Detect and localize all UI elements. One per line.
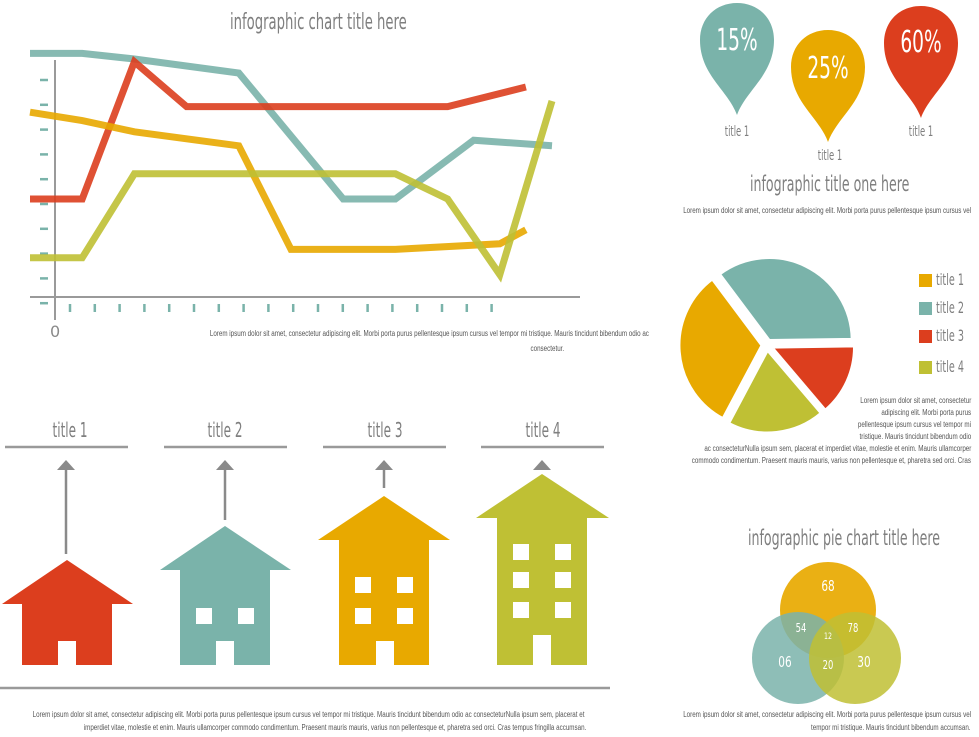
line-chart-caption-1: Lorem ipsum dolor sit amet, consectetur … — [209, 329, 649, 338]
house-title-2: title 2 — [207, 418, 243, 442]
venn-right-value: 30 — [857, 654, 870, 671]
pie-slice-1 — [677, 276, 764, 421]
pin-1-label: title 1 — [725, 123, 749, 140]
venn-diagram: 68 06 30 54 78 20 12 — [752, 562, 901, 704]
pin-3-value: 60% — [900, 24, 941, 59]
y-axis-ticks — [40, 78, 48, 305]
venn-center-value: 12 — [824, 631, 832, 641]
legend-swatch-2 — [919, 302, 932, 315]
house-title-3: title 3 — [367, 418, 403, 442]
line-series-2 — [30, 55, 527, 203]
legend-label-4: title 4 — [936, 357, 964, 376]
line-chart-title: infographic chart title here — [230, 10, 407, 35]
pie-text-3: pellentesque ipsum cursus vel tempor mi — [857, 420, 971, 429]
pie-slices — [677, 256, 857, 435]
venn-top-value: 68 — [821, 578, 834, 595]
house-1 — [2, 560, 133, 665]
legend-swatch-3 — [919, 330, 932, 343]
legend-swatch-1 — [919, 274, 932, 287]
venn-caption-1: Lorem ipsum dolor sit amet, consectetur … — [683, 710, 971, 719]
venn-circle-right — [809, 612, 901, 704]
house-title-4: title 4 — [525, 418, 561, 442]
pie-text-4: tristique. Mauris tincidunt bibendum odi… — [859, 432, 971, 441]
pins-graphic: 15% 25% 60% title 1 title 1 title 1 — [700, 3, 958, 164]
venn-title: infographic pie chart title here — [748, 526, 940, 550]
pie-slice-4 — [726, 347, 824, 435]
pie-slice-3 — [768, 344, 857, 413]
venn-caption-2: tempor mi tristique. Mauris tincidunt bi… — [811, 723, 971, 732]
pin-3-label: title 1 — [909, 123, 933, 140]
line-series-4 — [30, 99, 556, 283]
pin-2-label: title 1 — [818, 147, 842, 164]
houses-caption-2: imperdiet vitae, molestie et enim. Mauri… — [83, 723, 586, 732]
houses-graphic — [0, 445, 610, 690]
venn-top-left-value: 54 — [796, 622, 807, 636]
section-one-title: infographic title one here — [750, 172, 910, 196]
house-3 — [318, 496, 450, 665]
arrow-1 — [57, 460, 75, 554]
houses-caption-1: Lorem ipsum dolor sit amet, consectetur … — [32, 710, 584, 719]
venn-left-value: 06 — [778, 654, 791, 671]
venn-top-right-value: 78 — [848, 622, 859, 636]
legend-label-3: title 3 — [936, 326, 964, 345]
pie-chart — [677, 256, 857, 435]
pie-slice-2 — [717, 256, 854, 343]
pin-1-value: 15% — [716, 22, 757, 57]
venn-bottom-value: 20 — [823, 659, 834, 673]
pin-3: 60% — [884, 6, 958, 118]
house-4 — [476, 474, 609, 665]
legend-label-2: title 2 — [936, 298, 964, 317]
pie-text-5: ac consecteturNulla ipsum sem, placerat … — [703, 444, 971, 453]
pie-text-6: commodo condimentum. Praesent mauris mau… — [691, 456, 971, 465]
house-2 — [160, 526, 291, 665]
line-chart — [29, 49, 580, 320]
house-title-1: title 1 — [52, 418, 88, 442]
arrow-3 — [375, 460, 393, 488]
arrow-4 — [533, 460, 551, 470]
section-one-text: Lorem ipsum dolor sit amet, consectetur … — [683, 206, 971, 215]
pin-2-value: 25% — [807, 50, 848, 85]
pin-1: 15% — [700, 3, 774, 115]
pin-2: 25% — [791, 30, 865, 142]
arrow-2 — [216, 460, 234, 520]
line-series — [29, 49, 556, 283]
origin-label: 0 — [50, 322, 61, 341]
line-series-1 — [30, 49, 553, 203]
legend-swatch-4 — [919, 361, 932, 374]
line-chart-caption-2: consectetur. — [530, 344, 564, 353]
pie-text-2: adipiscing elit. Morbi porta purus — [881, 408, 971, 417]
legend-label-1: title 1 — [936, 270, 964, 289]
pie-text-1: Lorem ipsum dolor sit amet, consectetur — [860, 396, 971, 405]
x-axis-ticks — [68, 304, 493, 312]
